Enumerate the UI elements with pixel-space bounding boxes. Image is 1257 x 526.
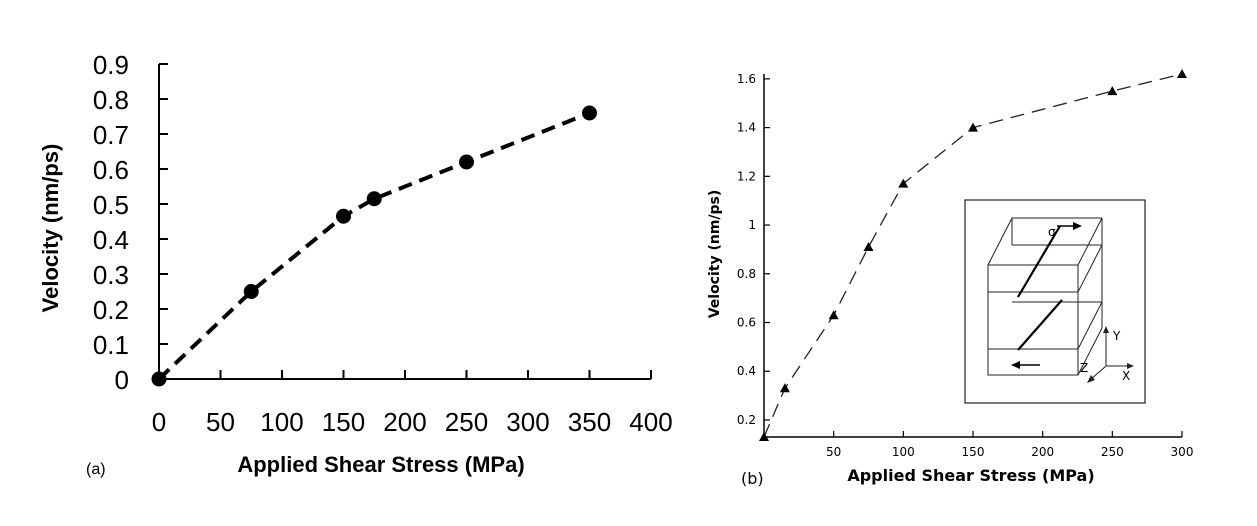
data-point-b <box>759 432 769 441</box>
y-axis-arrow-icon <box>1103 326 1109 333</box>
y-tick-label-b: 0.6 <box>737 315 756 329</box>
x-tick-label-a: 50 <box>206 407 235 437</box>
data-point-a <box>582 105 597 121</box>
x-tick-label-b: 300 <box>1171 445 1194 459</box>
data-point-b <box>968 122 978 132</box>
y-axis-title-a: Velocity (nm/ps) <box>38 144 63 313</box>
series-line-a <box>157 111 591 381</box>
arrow-left-icon <box>1011 361 1020 369</box>
data-point-b <box>828 310 839 320</box>
data-point-b <box>898 178 909 188</box>
x-tick-label-a: 0 <box>152 407 166 437</box>
y-tick-label-a: 0.5 <box>93 190 129 220</box>
y-tick-label-b: 1.4 <box>737 121 756 135</box>
x-tick-label-b: 200 <box>1031 445 1054 459</box>
y-tick-label-b: 0.8 <box>737 267 756 281</box>
inset-block <box>987 217 1103 376</box>
data-point-a <box>243 284 259 299</box>
y-tick-label-a: 0.2 <box>93 295 129 325</box>
y-tick-label-a: 0.1 <box>93 330 129 360</box>
y-tick-label-b: 1 <box>748 218 756 232</box>
chart-a: (a) Applied Shear Stress (MPa) Velocity … <box>38 50 673 478</box>
x-tick-label-b: 100 <box>892 445 915 459</box>
y-tick-label-b: 0.2 <box>737 413 756 427</box>
axis-label-y: Y <box>1112 329 1121 343</box>
series-line-b <box>763 73 1183 438</box>
x-tick-label-a: 200 <box>383 407 426 437</box>
data-point-b <box>779 383 790 393</box>
chart-b: (b) Applied Shear Stress (MPa) Velocity … <box>707 69 1193 488</box>
stress-symbol: σ <box>1048 225 1056 239</box>
axis-label-z: Z <box>1080 361 1088 375</box>
x-tick-label-a: 250 <box>445 407 488 437</box>
y-tick-label-b: 0.4 <box>737 364 756 378</box>
z-axis-arrow-icon <box>1087 375 1095 383</box>
data-point-a <box>366 191 382 207</box>
x-tick-label-a: 350 <box>568 407 611 437</box>
x-axis-title-a: Applied Shear Stress (MPa) <box>237 452 524 477</box>
inset-schematic: σ Y Z X <box>964 199 1146 404</box>
y-tick-label-a: 0.7 <box>93 120 129 150</box>
axis-label-x: X <box>1122 369 1130 383</box>
x-tick-label-b: 150 <box>962 445 985 459</box>
x-axis-arrow-icon <box>1127 363 1134 369</box>
panel-label-b: (b) <box>741 469 764 488</box>
data-point-a <box>151 371 167 387</box>
y-axis-title-b: Velocity (nm/ps) <box>707 190 723 319</box>
y-tick-label-a: 0.3 <box>93 260 129 290</box>
data-point-b <box>1177 69 1187 78</box>
x-tick-label-a: 150 <box>322 407 365 437</box>
dislocation-lines <box>1017 225 1063 351</box>
data-point-a <box>459 154 474 170</box>
y-tick-label-a: 0.4 <box>93 225 129 255</box>
data-point-b <box>1107 86 1118 96</box>
x-tick-label-a: 400 <box>629 407 672 437</box>
y-tick-label-b: 1.6 <box>737 72 756 86</box>
y-tick-label-a: 0.6 <box>93 155 129 185</box>
y-tick-label-b: 1.2 <box>737 169 756 183</box>
y-tick-label-a: 0.9 <box>93 50 129 80</box>
x-tick-label-a: 100 <box>260 407 303 437</box>
x-tick-label-b: 250 <box>1101 445 1124 459</box>
x-tick-label-b: 50 <box>826 445 841 459</box>
data-point-b <box>863 242 874 251</box>
x-axis-title-b: Applied Shear Stress (MPa) <box>847 466 1094 485</box>
panel-label-a: (a) <box>86 461 106 478</box>
x-tick-label-a: 300 <box>506 407 549 437</box>
y-tick-label-a: 0 <box>115 365 129 395</box>
arrow-right-icon <box>1073 222 1082 230</box>
data-point-a <box>336 208 351 224</box>
y-tick-label-a: 0.8 <box>93 85 129 115</box>
